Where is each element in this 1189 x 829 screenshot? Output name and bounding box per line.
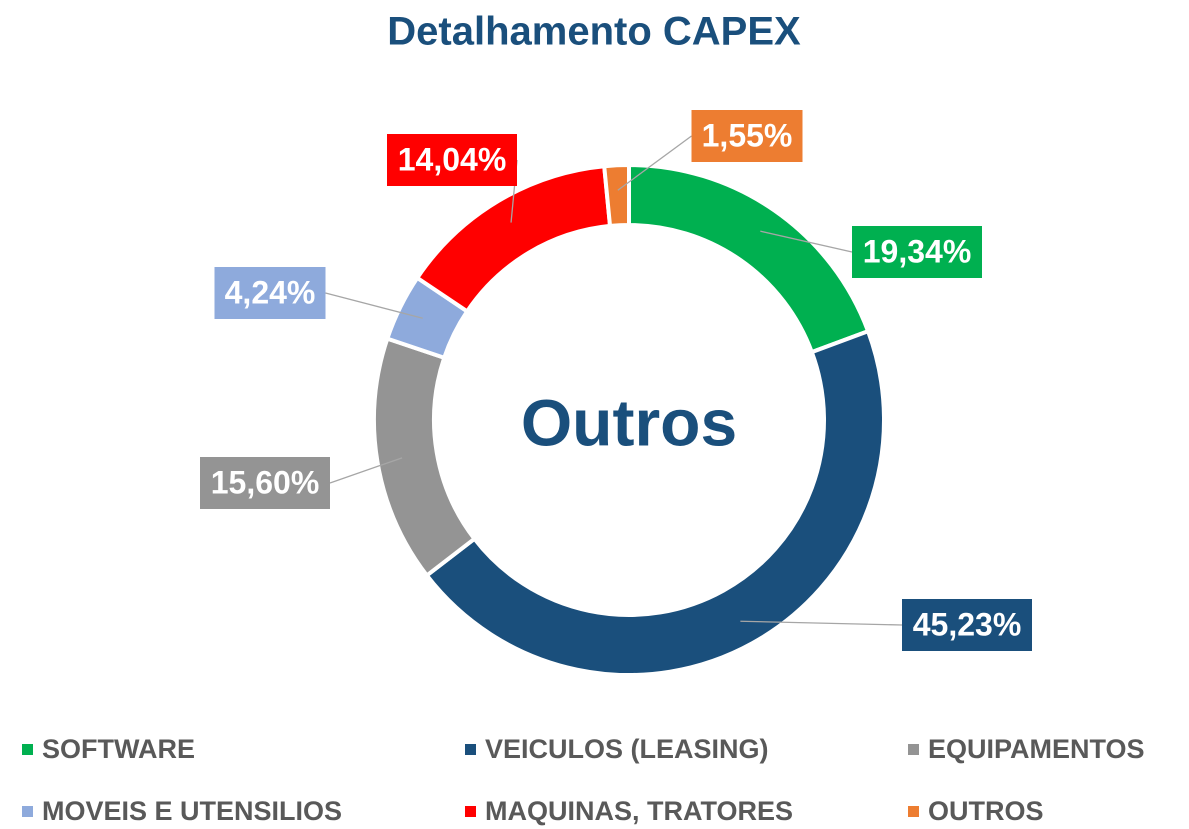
data-label: 14,04% [398, 141, 507, 177]
legend-label: MOVEIS E UTENSILIOS [42, 796, 342, 826]
label-box [852, 226, 982, 278]
donut-slice [414, 164, 613, 315]
legend-swatch [22, 806, 33, 817]
chart-title: Detalhamento CAPEX [387, 10, 801, 54]
legend-label: SOFTWARE [42, 734, 195, 764]
donut-slice [627, 162, 871, 355]
leader-line [325, 292, 423, 319]
donut-slice [424, 328, 886, 677]
legend-label: VEICULOS (LEASING) [485, 734, 769, 764]
label-box [387, 134, 517, 186]
leader-line [760, 230, 853, 253]
legend-swatch [22, 744, 33, 755]
legend-swatch [465, 806, 476, 817]
data-label: 1,55% [702, 117, 793, 153]
leader-line [617, 135, 692, 191]
legend-swatch [908, 806, 919, 817]
data-label: 15,60% [211, 464, 320, 500]
label-box [214, 267, 326, 319]
legend-label: EQUIPAMENTOS [928, 734, 1145, 764]
donut-slice [602, 162, 631, 229]
legend-swatch [465, 744, 476, 755]
leader-line [329, 457, 403, 484]
label-box [691, 110, 803, 162]
legend-label: MAQUINAS, TRATORES [485, 796, 793, 826]
legend-label: OUTROS [928, 796, 1044, 826]
center-label: Outros [521, 385, 737, 459]
legend-swatch [908, 744, 919, 755]
label-box [902, 599, 1032, 651]
data-label: 4,24% [225, 274, 316, 310]
donut-slice [372, 336, 478, 579]
data-label: 45,23% [913, 606, 1022, 642]
leader-line [740, 620, 903, 626]
label-box [200, 457, 330, 509]
data-label: 19,34% [863, 233, 972, 269]
